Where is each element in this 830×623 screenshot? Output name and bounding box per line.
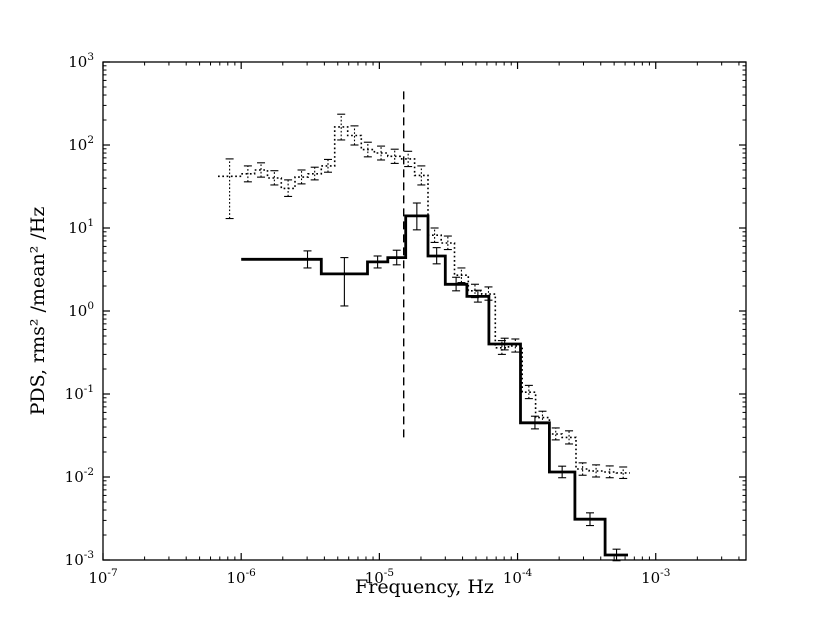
svg-text:10-2: 10-2 (65, 466, 94, 486)
y-axis-label: PDS, rms² /mean² /Hz (27, 206, 49, 416)
svg-text:100: 100 (68, 300, 94, 320)
svg-text:10-7: 10-7 (88, 567, 117, 587)
x-axis-label: Frequency, Hz (355, 576, 494, 598)
svg-text:10-6: 10-6 (227, 567, 257, 587)
svg-text:103: 103 (68, 51, 94, 71)
svg-text:101: 101 (68, 217, 94, 237)
svg-text:10-3: 10-3 (641, 567, 670, 587)
svg-text:10-4: 10-4 (503, 567, 533, 587)
svg-text:102: 102 (68, 134, 94, 154)
svg-text:10-5: 10-5 (365, 567, 394, 587)
svg-text:10-1: 10-1 (65, 383, 94, 403)
svg-text:10-3: 10-3 (65, 549, 94, 569)
